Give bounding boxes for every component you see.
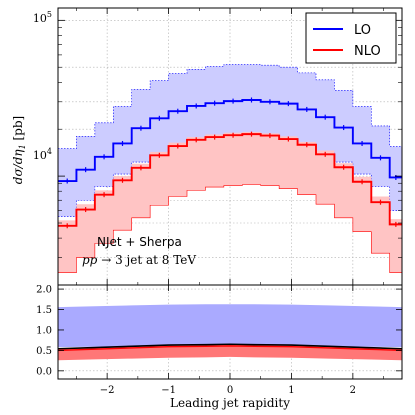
ytick-label-1e4: 104: [33, 147, 52, 162]
ytick-label-1e5: 105: [33, 10, 52, 25]
xtick-labels: −2 −1 0 1 2: [100, 385, 356, 396]
xtick-label-4: 2: [350, 385, 356, 396]
ratio-bands: [58, 304, 402, 361]
ratio-ytick-label-3: 1.5: [36, 305, 52, 316]
ratio-ytick-label-2: 1.0: [36, 325, 52, 336]
ratio-band-nlo: [58, 344, 402, 361]
x-axis-label: Leading jet rapidity: [170, 396, 290, 410]
xtick-label-1: −1: [161, 385, 176, 396]
legend-box: [305, 12, 397, 64]
main-lines: [58, 97, 402, 229]
legend: LO NLO: [305, 12, 397, 64]
ratio-ytick-labels: 0.0 0.5 1.0 1.5 2.0: [36, 285, 52, 378]
xtick-label-2: 0: [227, 385, 233, 396]
ratio-line-reference: [58, 343, 402, 350]
annotation-generator: NJet + Sherpa: [97, 235, 182, 249]
annotation-process: pp → 3 jet at 8 TeV: [82, 253, 196, 267]
ratio-frame: [57, 284, 403, 380]
xtick-label-0: −2: [100, 385, 115, 396]
ratio-line-nlo: [58, 345, 402, 352]
band-edge-upper-lo: [58, 64, 402, 149]
y-axis-label: dσ/dη1 [pb]: [11, 116, 27, 184]
ratio-panel: 0.0 0.5 1.0 1.5 2.0 −2 −1 0 1 2 Leading jet rapi…: [36, 284, 403, 410]
xtick-label-3: 1: [288, 385, 294, 396]
main-panel: 105 104 dσ/dη1 [pb] LO NLO NJet + Sherpa…: [11, 7, 403, 286]
ratio-lines: [58, 343, 402, 352]
legend-label-nlo: NLO: [354, 44, 381, 59]
ratio-ytick-label-0: 0.0: [36, 366, 52, 377]
ratio-band-lo: [58, 304, 402, 348]
ratio-ytick-label-1: 0.5: [36, 346, 52, 357]
band-edge-lower-nlo: [58, 184, 402, 273]
ratio-ytick-label-4: 2.0: [36, 285, 52, 296]
legend-label-lo: LO: [354, 23, 371, 38]
band-lo: [58, 64, 402, 217]
